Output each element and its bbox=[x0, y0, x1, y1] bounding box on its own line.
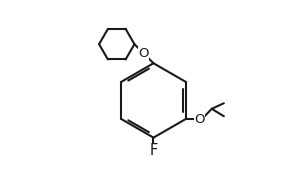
Text: F: F bbox=[150, 143, 157, 158]
Text: O: O bbox=[194, 113, 205, 126]
Text: O: O bbox=[138, 47, 149, 60]
